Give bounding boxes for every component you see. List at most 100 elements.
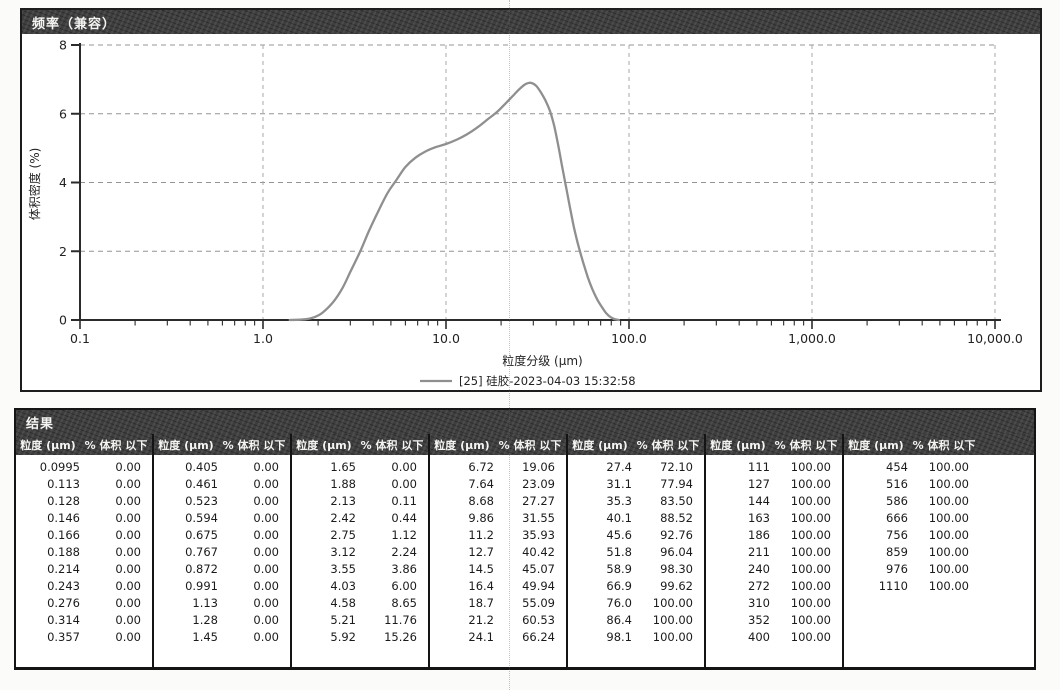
results-panel: 结果 粒度 (μm)% 体积 以下 0.0995 0.00 0.113 0.00 0.12… — [14, 408, 1036, 670]
pct-cell: 100.00 — [790, 477, 831, 491]
pct-cell: 0.00 — [115, 477, 141, 491]
size-cell: 0.594 — [185, 511, 218, 525]
size-cell: 352 — [748, 613, 770, 627]
table-row: 0.0995 0.00 — [16, 459, 152, 476]
column-group-body: 1.65 0.00 1.88 0.00 2.13 0.11 2.42 0.44 2.75 1.12… — [292, 455, 428, 667]
table-row: 144 100.00 — [706, 493, 842, 510]
table-row: 586 100.00 — [844, 493, 980, 510]
size-cell: 0.461 — [185, 477, 218, 491]
pct-cell: 77.94 — [660, 477, 693, 491]
table-row: 0.405 0.00 — [154, 459, 290, 476]
pct-cell: 0.00 — [253, 630, 279, 644]
table-row: 18.7 55.09 — [430, 595, 566, 612]
size-cell: 211 — [748, 545, 770, 559]
size-column-header: 粒度 (μm) — [848, 438, 904, 452]
table-row: 240 100.00 — [706, 561, 842, 578]
pct-cell: 0.00 — [253, 494, 279, 508]
pct-cell: 72.10 — [660, 460, 693, 474]
size-cell: 5.92 — [330, 630, 356, 644]
table-row: 51.8 96.04 — [568, 544, 704, 561]
pct-cell: 100.00 — [928, 494, 969, 508]
table-row: 0.276 0.00 — [16, 595, 152, 612]
size-cell: 1110 — [878, 579, 908, 593]
table-row: 66.9 99.62 — [568, 578, 704, 595]
column-group-body: 111 100.00 127 100.00 144 100.00 163 100.00 186 1… — [706, 455, 842, 667]
table-row: 352 100.00 — [706, 612, 842, 629]
x-tick-label: 10,000.0 — [967, 331, 1023, 346]
table-row: 1.65 0.00 — [292, 459, 428, 476]
axes: 0 2 4 6 8 0.1 1.0 10.0 100.0 1,000.0 10,000.0 — [59, 38, 1023, 347]
pct-column-header: % 体积 以下 — [636, 438, 700, 452]
pct-cell: 0.00 — [115, 630, 141, 644]
pct-cell: 88.52 — [660, 511, 693, 525]
size-cell: 8.68 — [468, 494, 494, 508]
table-column-group: 粒度 (μm) % 体积 以下 6.72 19.06 7.64 23.09 8.68 27.2… — [430, 434, 568, 667]
size-cell: 240 — [748, 562, 770, 576]
y-tick-label: 2 — [59, 244, 67, 259]
pct-cell: 100.00 — [928, 545, 969, 559]
column-group-body: 0.0995 0.00 0.113 0.00 0.128 0.00 0.146 0.00 0.1… — [16, 455, 152, 667]
table-row: 58.9 98.30 — [568, 561, 704, 578]
table-row: 31.1 77.94 — [568, 476, 704, 493]
table-row: 2.42 0.44 — [292, 510, 428, 527]
size-cell: 76.0 — [606, 596, 632, 610]
table-row: 111 100.00 — [706, 459, 842, 476]
pct-column-header: % 体积 以下 — [912, 438, 976, 452]
size-cell: 1.45 — [192, 630, 218, 644]
x-axis-title: 粒度分级 (μm) — [502, 353, 583, 368]
column-group-header: 粒度 (μm) % 体积 以下 — [430, 434, 566, 455]
table-row: 9.86 31.55 — [430, 510, 566, 527]
pct-cell: 0.00 — [115, 613, 141, 627]
pct-cell: 100.00 — [790, 562, 831, 576]
x-tick-label: 100.0 — [611, 331, 647, 346]
pct-cell: 83.50 — [660, 494, 693, 508]
column-group-header: 粒度 (μm) % 体积 以下 — [16, 434, 152, 455]
pct-cell: 99.62 — [660, 579, 693, 593]
table-row: 5.92 15.26 — [292, 629, 428, 646]
size-cell: 40.1 — [606, 511, 632, 525]
size-cell: 0.0995 — [39, 460, 80, 474]
pct-cell: 100.00 — [790, 460, 831, 474]
pct-cell: 1.12 — [391, 528, 417, 542]
table-row: 0.594 0.00 — [154, 510, 290, 527]
size-cell: 45.6 — [606, 528, 632, 542]
pct-cell: 100.00 — [790, 596, 831, 610]
frequency-panel: 频率（兼容） 0 2 4 6 8 0.1 1.0 10.0 100.0 1,000.0 10,000… — [20, 8, 1042, 392]
table-row: 516 100.00 — [844, 476, 980, 493]
pct-column-header: % 体积 以下 — [84, 438, 148, 452]
size-cell: 6.72 — [468, 460, 494, 474]
size-cell: 0.128 — [47, 494, 80, 508]
size-cell: 127 — [748, 477, 770, 491]
table-row: 272 100.00 — [706, 578, 842, 595]
pct-cell: 0.00 — [115, 545, 141, 559]
pct-cell: 96.04 — [660, 545, 693, 559]
size-column-header: 粒度 (μm) — [434, 438, 490, 452]
table-row: 3.55 3.86 — [292, 561, 428, 578]
size-cell: 9.86 — [468, 511, 494, 525]
pct-cell: 0.00 — [253, 460, 279, 474]
pct-cell: 0.11 — [391, 494, 417, 508]
pct-cell: 100.00 — [652, 613, 693, 627]
x-tick-label: 1,000.0 — [788, 331, 836, 346]
pct-cell: 23.09 — [522, 477, 555, 491]
pct-column-header: % 体积 以下 — [222, 438, 286, 452]
size-cell: 98.1 — [606, 630, 632, 644]
size-cell: 186 — [748, 528, 770, 542]
column-group-header: 粒度 (μm) % 体积 以下 — [568, 434, 704, 455]
table-row: 310 100.00 — [706, 595, 842, 612]
table-row: 0.214 0.00 — [16, 561, 152, 578]
table-column-group: 粒度 (μm)% 体积 以下 1.65 0.00 1.88 0.00 2.13 0.11 2.… — [292, 434, 430, 667]
table-row: 0.188 0.00 — [16, 544, 152, 561]
table-row: 6.72 19.06 — [430, 459, 566, 476]
results-panel-title: 结果 — [26, 416, 55, 432]
pct-cell: 100.00 — [790, 511, 831, 525]
frequency-chart: 0 2 4 6 8 0.1 1.0 10.0 100.0 1,000.0 10,000.0 体积密度 … — [22, 34, 1040, 389]
pct-cell: 0.00 — [391, 460, 417, 474]
y-tick-label: 4 — [59, 175, 67, 190]
size-cell: 0.314 — [47, 613, 80, 627]
table-row: 1110 100.00 — [844, 578, 980, 595]
pct-column-header: % 体积 以下 — [774, 438, 838, 452]
size-cell: 12.7 — [468, 545, 494, 559]
size-column-header: 粒度 (μm) — [572, 438, 628, 452]
table-row: 1.45 0.00 — [154, 629, 290, 646]
